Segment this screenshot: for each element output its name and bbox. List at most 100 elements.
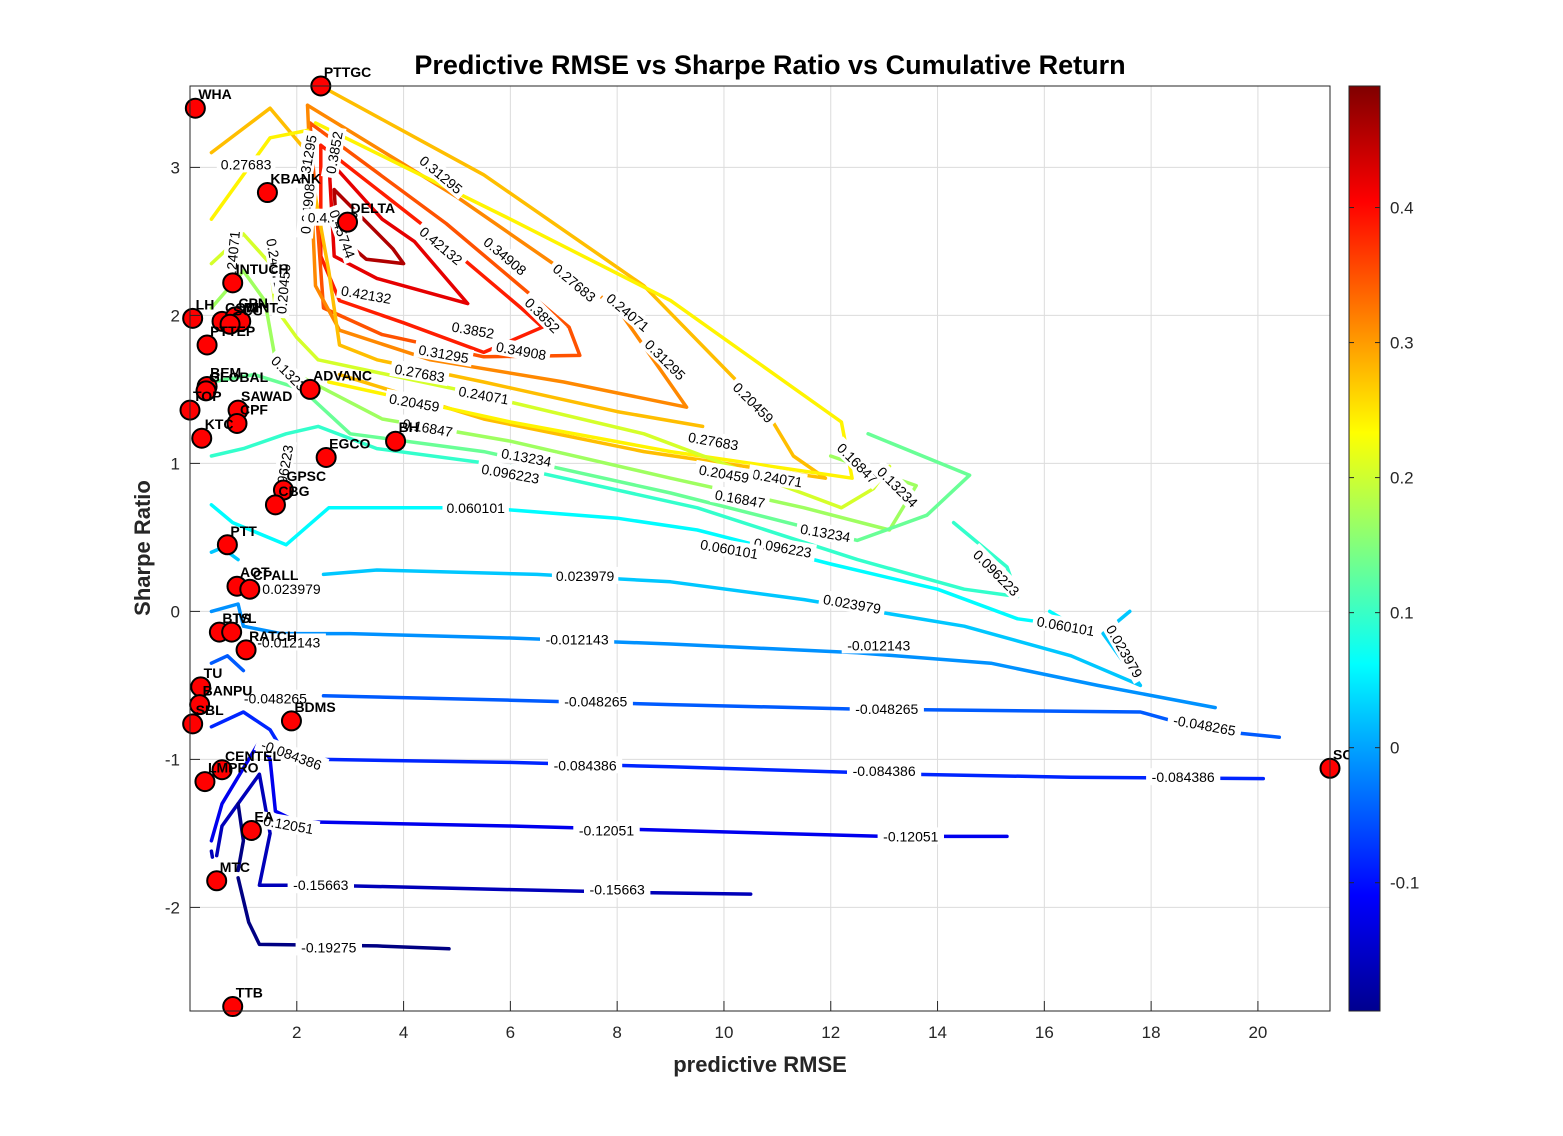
contour-label: -0.048265 <box>558 692 633 710</box>
contour-label-bg <box>546 257 603 308</box>
data-point <box>182 307 204 329</box>
data-point <box>264 494 286 516</box>
contour-line <box>209 654 246 673</box>
contour-label: -0.084386 <box>548 756 623 774</box>
point-label: LH <box>196 296 215 312</box>
point-label: PTT <box>230 523 257 539</box>
data-point <box>315 446 337 468</box>
contour-label-bg <box>638 332 693 387</box>
data-point <box>221 621 243 643</box>
contour-label-bg <box>442 498 509 516</box>
data-point <box>182 713 204 735</box>
contour-label-bg <box>540 630 615 648</box>
contour-label-text: -0.084386 <box>853 763 916 779</box>
colorbar <box>1348 85 1381 1012</box>
point-label: SBL <box>196 702 224 718</box>
point-label: BDMS <box>294 699 335 715</box>
contour-label: 0.24071 <box>600 286 657 338</box>
data-point <box>195 380 217 402</box>
contour-label-bg <box>558 692 633 710</box>
contour-label-bg <box>573 821 640 839</box>
contour-label: -0.15663 <box>287 876 354 894</box>
contour-label-text: -0.048265 <box>855 701 918 717</box>
contour-label-bg <box>795 519 856 546</box>
point-label: CPN <box>238 295 268 311</box>
point-label: MTC <box>220 859 250 875</box>
contour-label-bg <box>709 484 771 512</box>
contour-label: 0.20459 <box>726 375 781 430</box>
contour-label-bg <box>295 938 362 956</box>
point-label: CPALL <box>253 567 299 583</box>
data-point <box>239 578 261 600</box>
contour-line <box>305 103 689 409</box>
colorbar-ticks: -0.1 0 0.1 0.2 0.3 0.4 <box>1349 199 1419 893</box>
contour-label-bg <box>335 280 397 308</box>
contour-label-text: -0.15663 <box>590 882 645 898</box>
x-axis-label: predictive RMSE <box>673 1052 847 1077</box>
contour-label-bg <box>287 876 354 894</box>
contour-label-text: 0.24071 <box>223 230 243 282</box>
y-tick-label: 2 <box>171 306 180 325</box>
point-label: BH <box>399 419 419 435</box>
y-tick-label: 1 <box>171 454 180 473</box>
contour-label-bg <box>221 226 244 287</box>
data-point <box>196 334 218 356</box>
contour-label-bg <box>251 633 326 651</box>
plot-frame <box>189 85 1331 1012</box>
y-tick-label: 3 <box>171 158 180 177</box>
contour-label-bg <box>258 580 325 598</box>
contour-label: -0.012143 <box>540 630 615 648</box>
contour-label-bg <box>320 126 347 180</box>
contour-label: -0.12051 <box>877 827 944 845</box>
contour-label-bg <box>1031 611 1100 640</box>
contour-line <box>321 694 1282 739</box>
contour-label-bg <box>384 388 445 416</box>
contour-label-bg <box>496 443 557 471</box>
contour-line <box>209 232 892 510</box>
data-point <box>184 97 206 119</box>
point-label: TTB <box>236 985 263 1001</box>
x-tick-label: 18 <box>1142 1023 1161 1042</box>
contour-label-bg <box>413 149 470 200</box>
contour-label: 0.27683 <box>546 257 603 308</box>
contour-label-bg <box>1100 618 1149 685</box>
contour-label-bg <box>726 375 781 430</box>
point-label: INTUCH <box>236 261 289 277</box>
chart-title: Predictive RMSE vs Sharpe Ratio vs Cumul… <box>414 50 1125 80</box>
contour-label-bg <box>389 359 451 387</box>
point-label: DELTA <box>351 200 396 216</box>
contour-label-text: 0.060101 <box>446 500 505 516</box>
x-tick-label: 12 <box>821 1023 840 1042</box>
contour-line <box>319 84 828 480</box>
point-label: SAWAD <box>241 388 292 404</box>
contour-label-text: -0.084386 <box>554 757 617 773</box>
contour-label-text: 0.27683 <box>550 260 599 305</box>
contour-label-bg <box>849 700 924 718</box>
x-tick-label: 20 <box>1248 1023 1267 1042</box>
contour-label-text: 0.20459 <box>273 263 293 315</box>
contour-label: -0.048265 <box>849 700 924 718</box>
contour-line <box>209 128 310 221</box>
contour-label-text: -0.12051 <box>579 822 634 838</box>
contour-label: -0.012143 <box>251 633 326 651</box>
contour-label-text: -0.048265 <box>244 691 307 707</box>
data-point <box>219 313 241 335</box>
contour-label: 0.3852 <box>320 126 347 180</box>
contour-label-text: 0.3852 <box>323 130 346 175</box>
contour-label-text: -0.048265 <box>564 694 627 710</box>
contour-line <box>209 106 705 429</box>
contour-label: 0.24071 <box>221 226 244 287</box>
point-label: SCC <box>233 302 263 318</box>
x-tick-label: 16 <box>1035 1023 1054 1042</box>
x-tick-label: 10 <box>714 1023 733 1042</box>
contour-label-bg <box>584 880 651 898</box>
contour-line <box>236 802 246 873</box>
x-tick-label: 4 <box>399 1023 408 1042</box>
contour-label-text: 0.42132 <box>416 223 465 268</box>
contour-label-bg <box>818 589 887 618</box>
contour-label-bg <box>293 129 321 191</box>
contour-line <box>236 876 451 951</box>
